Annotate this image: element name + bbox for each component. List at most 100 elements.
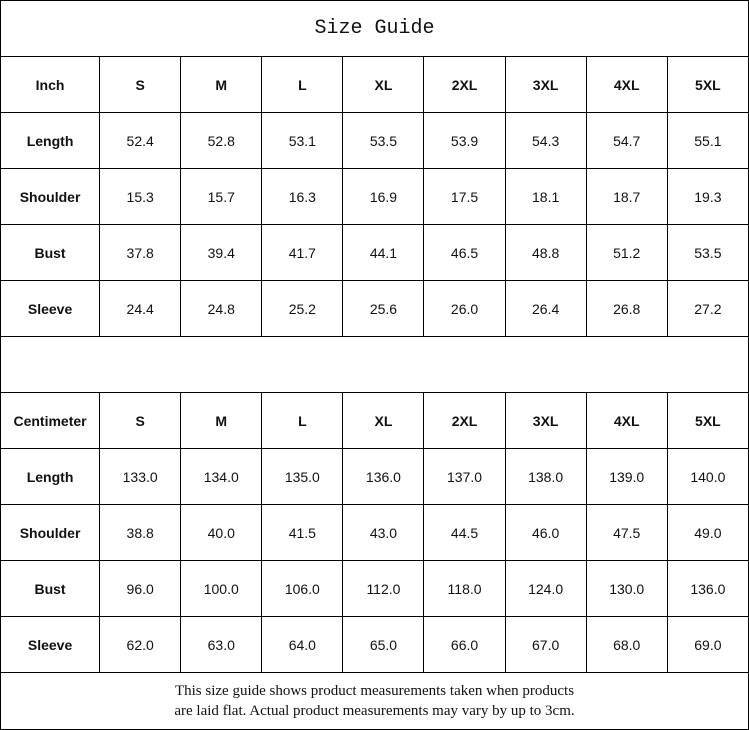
measurement-label: Sleeve bbox=[0, 616, 101, 673]
measurement-value: 54.7 bbox=[585, 112, 668, 169]
measurement-value: 100.0 bbox=[180, 560, 263, 617]
title-row: Size Guide bbox=[0, 0, 749, 57]
measurement-label: Bust bbox=[0, 560, 101, 617]
size-header: XL bbox=[342, 392, 425, 449]
table-row: Length 52.4 52.8 53.1 53.5 53.9 54.3 54.7 55.1 bbox=[0, 112, 749, 169]
measurement-value: 137.0 bbox=[423, 448, 506, 505]
measurement-value: 118.0 bbox=[423, 560, 506, 617]
measurement-value: 124.0 bbox=[504, 560, 587, 617]
measurement-value: 19.3 bbox=[666, 168, 749, 225]
header-row: Inch S M L XL 2XL 3XL 4XL 5XL bbox=[0, 56, 749, 113]
measurement-label: Bust bbox=[0, 224, 101, 281]
measurement-value: 25.6 bbox=[342, 280, 425, 337]
measurement-value: 37.8 bbox=[99, 224, 182, 281]
measurement-value: 49.0 bbox=[666, 504, 749, 561]
measurement-value: 63.0 bbox=[180, 616, 263, 673]
measurement-value: 24.4 bbox=[99, 280, 182, 337]
size-header: 2XL bbox=[423, 392, 506, 449]
measurement-value: 18.1 bbox=[504, 168, 587, 225]
header-row: Centimeter S M L XL 2XL 3XL 4XL 5XL bbox=[0, 392, 749, 449]
size-header: S bbox=[99, 392, 182, 449]
measurement-value: 52.4 bbox=[99, 112, 182, 169]
size-header: 2XL bbox=[423, 56, 506, 113]
table-row: Shoulder 15.3 15.7 16.3 16.9 17.5 18.1 18.7 19.3 bbox=[0, 168, 749, 225]
measurement-value: 44.1 bbox=[342, 224, 425, 281]
measurement-value: 130.0 bbox=[585, 560, 668, 617]
measurement-value: 69.0 bbox=[666, 616, 749, 673]
measurement-value: 53.5 bbox=[666, 224, 749, 281]
size-header: 5XL bbox=[666, 392, 749, 449]
measurement-value: 138.0 bbox=[504, 448, 587, 505]
measurement-value: 26.8 bbox=[585, 280, 668, 337]
measurement-value: 96.0 bbox=[99, 560, 182, 617]
size-header: XL bbox=[342, 56, 425, 113]
table-row: Shoulder 38.8 40.0 41.5 43.0 44.5 46.0 47.5 49.0 bbox=[0, 504, 749, 561]
measurement-value: 41.5 bbox=[261, 504, 344, 561]
measurement-value: 112.0 bbox=[342, 560, 425, 617]
measurement-value: 16.3 bbox=[261, 168, 344, 225]
table-row: Bust 96.0 100.0 106.0 112.0 118.0 124.0 130.0 13… bbox=[0, 560, 749, 617]
size-header: L bbox=[261, 56, 344, 113]
size-header: 3XL bbox=[504, 392, 587, 449]
measurement-value: 17.5 bbox=[423, 168, 506, 225]
table-row: Sleeve 24.4 24.8 25.2 25.6 26.0 26.4 26.8 27.2 bbox=[0, 280, 749, 337]
size-header: M bbox=[180, 56, 263, 113]
measurement-value: 39.4 bbox=[180, 224, 263, 281]
measurement-value: 53.9 bbox=[423, 112, 506, 169]
measurement-value: 133.0 bbox=[99, 448, 182, 505]
size-header: S bbox=[99, 56, 182, 113]
measurement-value: 53.1 bbox=[261, 112, 344, 169]
measurement-note: This size guide shows product measuremen… bbox=[0, 672, 749, 730]
measurement-label: Sleeve bbox=[0, 280, 101, 337]
measurement-value: 140.0 bbox=[666, 448, 749, 505]
measurement-value: 15.3 bbox=[99, 168, 182, 225]
measurement-label: Length bbox=[0, 112, 101, 169]
measurement-value: 41.7 bbox=[261, 224, 344, 281]
measurement-value: 26.4 bbox=[504, 280, 587, 337]
measurement-value: 106.0 bbox=[261, 560, 344, 617]
measurement-value: 43.0 bbox=[342, 504, 425, 561]
table-row: Bust 37.8 39.4 41.7 44.1 46.5 48.8 51.2 53.5 bbox=[0, 224, 749, 281]
table-row: Sleeve 62.0 63.0 64.0 65.0 66.0 67.0 68.0 69.0 bbox=[0, 616, 749, 673]
measurement-value: 44.5 bbox=[423, 504, 506, 561]
measurement-value: 64.0 bbox=[261, 616, 344, 673]
measurement-value: 136.0 bbox=[342, 448, 425, 505]
note-line-1: This size guide shows product measuremen… bbox=[174, 683, 575, 699]
measurement-value: 62.0 bbox=[99, 616, 182, 673]
note-row: This size guide shows product measuremen… bbox=[0, 672, 749, 730]
measurement-value: 68.0 bbox=[585, 616, 668, 673]
measurement-value: 65.0 bbox=[342, 616, 425, 673]
size-header: 3XL bbox=[504, 56, 587, 113]
measurement-label: Shoulder bbox=[0, 504, 101, 561]
size-header: 4XL bbox=[585, 56, 668, 113]
size-header: M bbox=[180, 392, 263, 449]
measurement-value: 54.3 bbox=[504, 112, 587, 169]
spacer-cell bbox=[0, 336, 749, 393]
measurement-value: 48.8 bbox=[504, 224, 587, 281]
measurement-value: 40.0 bbox=[180, 504, 263, 561]
measurement-value: 66.0 bbox=[423, 616, 506, 673]
measurement-value: 51.2 bbox=[585, 224, 668, 281]
measurement-value: 16.9 bbox=[342, 168, 425, 225]
measurement-value: 67.0 bbox=[504, 616, 587, 673]
measurement-value: 55.1 bbox=[666, 112, 749, 169]
measurement-value: 18.7 bbox=[585, 168, 668, 225]
measurement-value: 25.2 bbox=[261, 280, 344, 337]
measurement-value: 134.0 bbox=[180, 448, 263, 505]
measurement-value: 135.0 bbox=[261, 448, 344, 505]
table-row: Length 133.0 134.0 135.0 136.0 137.0 138.0 139.… bbox=[0, 448, 749, 505]
spacer-row bbox=[0, 336, 749, 393]
measurement-value: 24.8 bbox=[180, 280, 263, 337]
size-header: 4XL bbox=[585, 392, 668, 449]
unit-header: Inch bbox=[0, 56, 101, 113]
measurement-value: 52.8 bbox=[180, 112, 263, 169]
measurement-value: 46.5 bbox=[423, 224, 506, 281]
measurement-label: Length bbox=[0, 448, 101, 505]
measurement-value: 139.0 bbox=[585, 448, 668, 505]
size-header: 5XL bbox=[666, 56, 749, 113]
note-line-2: are laid flat. Actual product measuremen… bbox=[174, 703, 575, 719]
measurement-value: 15.7 bbox=[180, 168, 263, 225]
measurement-value: 46.0 bbox=[504, 504, 587, 561]
measurement-value: 38.8 bbox=[99, 504, 182, 561]
